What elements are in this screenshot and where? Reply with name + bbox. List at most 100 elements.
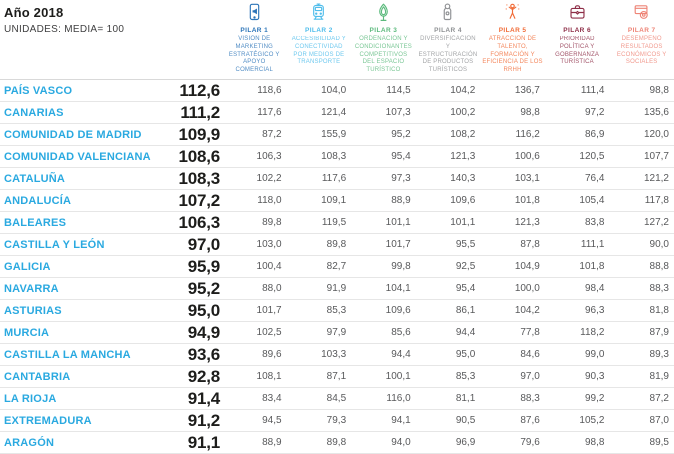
pillar-2-value: 87,1 bbox=[326, 371, 347, 382]
pillar-4-value: 86,1 bbox=[455, 305, 476, 316]
pillar-7-value: 87,2 bbox=[649, 393, 669, 404]
region-name: NAVARRA bbox=[4, 282, 59, 295]
pillar-7-value: 90,0 bbox=[649, 239, 669, 250]
pillar-1-value: 102,2 bbox=[256, 173, 282, 184]
region-name: COMUNIDAD VALENCIANA bbox=[4, 150, 151, 163]
pillar-3-value: 85,6 bbox=[391, 327, 411, 338]
pillar-description: PRIORIDAD POLÍTICA Y GOBERNANZA TURÍSTIC… bbox=[555, 36, 600, 66]
door-hanger-icon bbox=[437, 2, 458, 25]
pillar-2-value: 109,1 bbox=[321, 195, 347, 206]
pillar-3-value: 94,4 bbox=[391, 349, 411, 360]
pillar-3-value: 100,1 bbox=[385, 371, 411, 382]
pillar-3-value: 114,5 bbox=[386, 85, 411, 96]
region-name: CASTILLA Y LEÓN bbox=[4, 238, 105, 251]
pillar-2-value: 104,0 bbox=[321, 85, 347, 96]
pillar-2-value: 119,5 bbox=[321, 217, 347, 228]
pillar-7-value: 120,0 bbox=[643, 129, 669, 140]
region-name: ARAGÓN bbox=[4, 436, 55, 449]
total-score: 109,9 bbox=[178, 124, 220, 144]
pillar-7-value: 121,2 bbox=[643, 173, 669, 184]
pillar-2-value: 108,3 bbox=[321, 151, 347, 162]
pillar-1-value: 117,6 bbox=[257, 107, 282, 118]
table-row: CASTILLA LA MANCHA 93,6 89,6 103,3 94,4 95,0 8… bbox=[0, 344, 674, 366]
pillar-title: PILAR 3 bbox=[369, 27, 398, 34]
pillar-description: DIVERSIFICACIÓN Y ESTRUCTURACIÓN DE PROD… bbox=[418, 36, 478, 74]
total-score: 91,1 bbox=[187, 432, 220, 452]
total-score: 112,6 bbox=[179, 80, 220, 100]
pillar-3-value: 116,0 bbox=[386, 393, 411, 404]
pillar-7-value: 81,9 bbox=[649, 371, 669, 382]
table-row: COMUNIDAD VALENCIANA 108,6 106,3 108,3 95,4 1… bbox=[0, 146, 674, 168]
table-row: CANARIAS 111,2 117,6 121,4 107,3 100,2 98,8 97,… bbox=[0, 102, 674, 124]
table-row: CATALUÑA 108,3 102,2 117,6 97,3 140,3 103,1 76,… bbox=[0, 168, 674, 190]
table-row: MURCIA 94,9 102,5 97,9 85,6 94,4 77,8 118,2 87,9 bbox=[0, 322, 674, 344]
pillar-column-header-2: PILAR 2 ACCESIBILIDAD Y CONECTIVIDAD POR … bbox=[287, 0, 352, 79]
region-name: MURCIA bbox=[4, 326, 50, 339]
pillar-6-value: 96,3 bbox=[584, 305, 605, 316]
pillar-3-value: 99,8 bbox=[391, 261, 411, 272]
pillar-7-value: 117,8 bbox=[644, 195, 669, 206]
pillar-2-value: 85,3 bbox=[326, 305, 347, 316]
pillar-5-value: 84,6 bbox=[520, 349, 540, 360]
pillar-3-value: 101,7 bbox=[385, 239, 411, 250]
pillar-6-value: 99,2 bbox=[584, 393, 605, 404]
pillar-6-value: 83,8 bbox=[584, 217, 605, 228]
total-score: 95,2 bbox=[187, 278, 220, 298]
pillar-4-value: 100,2 bbox=[450, 107, 476, 118]
pillar-5-value: 101,8 bbox=[514, 195, 540, 206]
table-row: CASTILLA Y LEÓN 97,0 103,0 89,8 101,7 95,5 87,… bbox=[0, 234, 674, 256]
page-title: Año 2018 bbox=[4, 5, 64, 20]
pillar-7-value: 135,6 bbox=[643, 107, 669, 118]
pillar-4-value: 94,4 bbox=[455, 327, 476, 338]
region-name: CANTABRIA bbox=[4, 370, 71, 383]
pillar-title: PILAR 4 bbox=[434, 27, 462, 34]
pillar-column-header-1: PILAR 1 VISIÓN DE MARKETING ESTRATÉGICO Y… bbox=[222, 0, 287, 79]
pillar-1-value: 87,2 bbox=[262, 129, 282, 140]
pillar-2-value: 155,9 bbox=[321, 129, 347, 140]
pillar-5-value: 100,6 bbox=[514, 151, 540, 162]
pillar-3-value: 97,3 bbox=[391, 173, 411, 184]
pillar-5-value: 88,3 bbox=[520, 393, 540, 404]
pillar-column-header-7: PILAR 7 DESEMPEÑO RESULTADOS ECONÓMICOS Y… bbox=[609, 0, 674, 79]
pillar-6-value: 105,2 bbox=[579, 415, 605, 426]
pillar-4-value: 90,5 bbox=[455, 415, 476, 426]
pillar-5-value: 116,2 bbox=[515, 129, 540, 140]
pillar-1-value: 89,8 bbox=[262, 217, 282, 228]
header-left: Año 2018 UNIDADES: MEDIA= 100 bbox=[0, 0, 222, 79]
pillar-3-value: 101,1 bbox=[385, 217, 411, 228]
pillar-6-value: 76,4 bbox=[584, 173, 605, 184]
table-row: NAVARRA 95,2 88,0 91,9 104,1 95,4 100,0 98,4 88,… bbox=[0, 278, 674, 300]
pillar-1-value: 101,7 bbox=[256, 305, 282, 316]
table-row: ARAGÓN 91,1 88,9 89,8 94,0 96,9 79,6 98,8 89,5 bbox=[0, 432, 674, 454]
pillar-title: PILAR 2 bbox=[304, 27, 333, 34]
pillar-2-value: 97,9 bbox=[326, 327, 347, 338]
table-row: PAÍS VASCO 112,6 118,6 104,0 114,5 104,2 136,7… bbox=[0, 80, 674, 102]
pillar-column-header-5: PILAR 5 ATRACCIÓN DE TALENTO, FORMACIÓN Y… bbox=[480, 0, 545, 79]
total-score: 91,2 bbox=[187, 410, 220, 430]
region-name: CATALUÑA bbox=[4, 172, 66, 185]
pillar-7-value: 87,0 bbox=[649, 415, 669, 426]
pillar-column-header-3: PILAR 3 ORDENACIÓN Y CONDICIONANTES COMPE… bbox=[351, 0, 416, 79]
pillar-4-value: 92,5 bbox=[455, 261, 476, 272]
money-coin-icon bbox=[631, 2, 652, 25]
table-row: GALICIA 95,9 100,4 82,7 99,8 92,5 104,9 101,8 88… bbox=[0, 256, 674, 278]
region-name: ASTURIAS bbox=[4, 304, 62, 317]
total-score: 111,2 bbox=[180, 102, 220, 122]
region-name: BALEARES bbox=[4, 216, 67, 229]
pillar-3-value: 107,3 bbox=[385, 107, 411, 118]
pillar-6-value: 86,9 bbox=[584, 129, 605, 140]
table-row: ANDALUCÍA 107,2 118,0 109,1 88,9 109,6 101,8 10… bbox=[0, 190, 674, 212]
pillar-1-value: 103,0 bbox=[256, 239, 282, 250]
pillar-description: ACCESIBILIDAD Y CONECTIVIDAD POR MEDIOS … bbox=[291, 36, 346, 66]
pillar-7-value: 98,8 bbox=[649, 85, 669, 96]
pillar-1-value: 88,9 bbox=[262, 437, 282, 448]
pillar-3-value: 95,4 bbox=[391, 151, 411, 162]
pillar-7-value: 89,5 bbox=[649, 437, 669, 448]
pillar-4-value: 95,5 bbox=[455, 239, 476, 250]
pillar-1-value: 118,0 bbox=[257, 195, 282, 206]
pillar-4-value: 101,1 bbox=[450, 217, 476, 228]
total-score: 97,0 bbox=[187, 234, 220, 254]
pillar-6-value: 118,2 bbox=[580, 327, 605, 338]
table-body: PAÍS VASCO 112,6 118,6 104,0 114,5 104,2 136,7… bbox=[0, 80, 674, 454]
